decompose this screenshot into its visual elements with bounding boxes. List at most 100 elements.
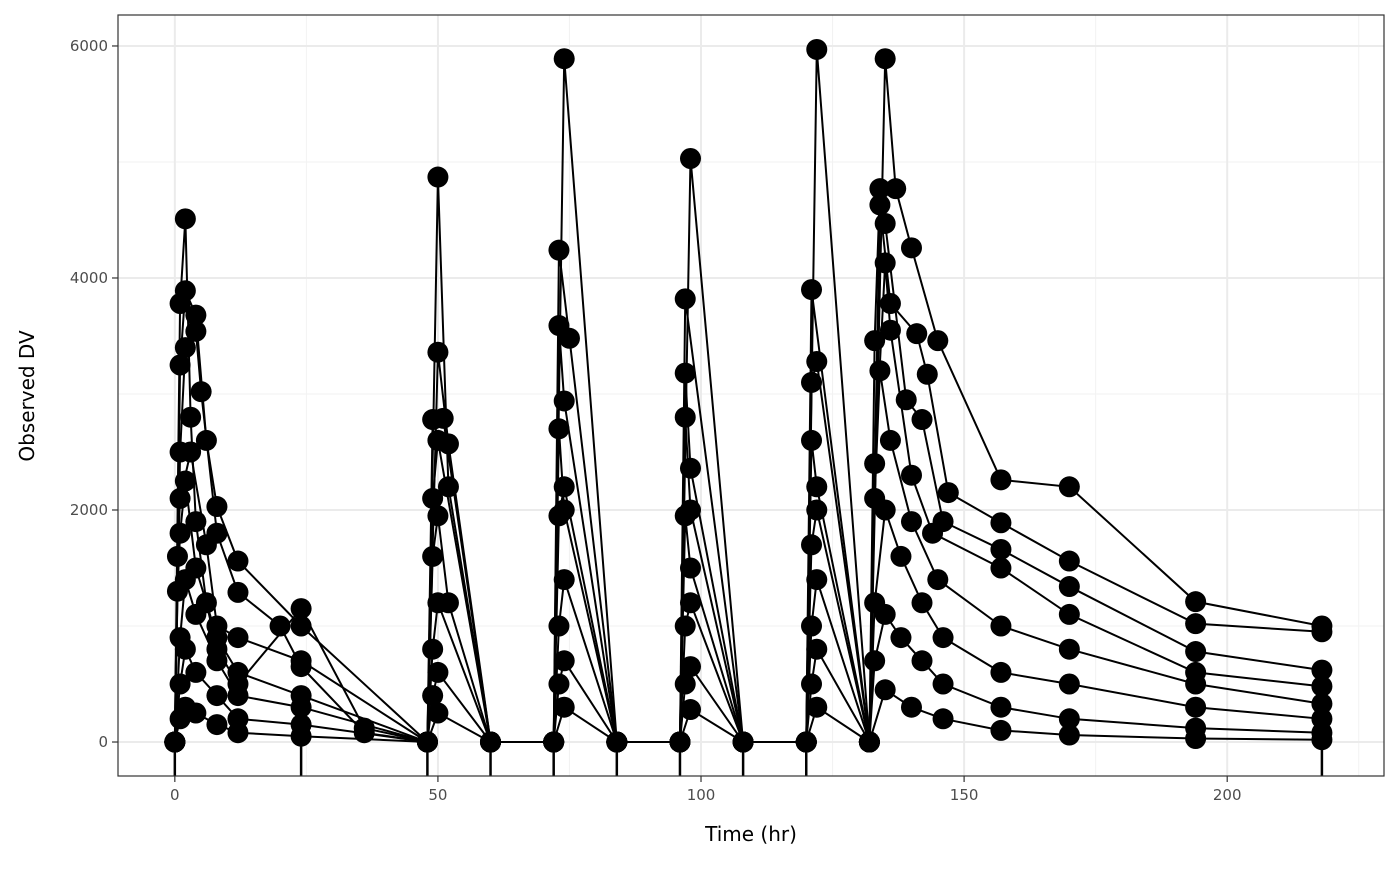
data-point: [864, 330, 886, 352]
data-point: [1058, 724, 1080, 746]
data-point: [879, 429, 901, 451]
data-point: [806, 499, 828, 521]
data-point: [679, 147, 701, 169]
data-point: [679, 656, 701, 678]
data-point: [1311, 621, 1333, 643]
data-point: [548, 239, 570, 261]
data-point: [806, 351, 828, 373]
data-point: [553, 390, 575, 412]
data-point: [1058, 603, 1080, 625]
data-point: [806, 476, 828, 498]
panel-background: [118, 15, 1384, 776]
data-point: [679, 699, 701, 721]
data-point: [674, 362, 696, 384]
data-point: [290, 615, 312, 637]
data-point: [206, 650, 228, 672]
data-point: [874, 499, 896, 521]
data-point: [174, 569, 196, 591]
x-tick-label: 200: [1213, 786, 1242, 804]
data-point: [1058, 576, 1080, 598]
data-point: [227, 550, 249, 572]
data-point: [1311, 675, 1333, 697]
data-point: [185, 320, 207, 342]
data-point: [879, 319, 901, 341]
data-point: [185, 511, 207, 533]
y-tick-label: 4000: [70, 269, 108, 287]
data-point: [679, 592, 701, 614]
data-point: [900, 237, 922, 259]
data-point: [290, 696, 312, 718]
data-point: [874, 48, 896, 70]
data-point: [206, 685, 228, 707]
data-point: [1058, 673, 1080, 695]
data-point: [174, 470, 196, 492]
data-point: [1185, 696, 1207, 718]
data-point: [801, 534, 823, 556]
data-point: [990, 557, 1012, 579]
data-point: [190, 381, 212, 403]
data-point: [858, 731, 880, 753]
data-point: [927, 569, 949, 591]
data-point: [911, 650, 933, 672]
data-point: [801, 371, 823, 393]
data-point: [427, 429, 449, 451]
data-point: [174, 208, 196, 230]
data-point: [801, 615, 823, 637]
data-point: [543, 731, 565, 753]
data-point: [932, 673, 954, 695]
data-marks: [164, 38, 1333, 776]
y-tick-label: 2000: [70, 501, 108, 519]
data-point: [166, 545, 188, 567]
data-point: [937, 482, 959, 504]
data-point: [185, 702, 207, 724]
data-point: [1311, 729, 1333, 751]
data-point: [874, 252, 896, 274]
data-point: [864, 453, 886, 475]
data-point: [437, 476, 459, 498]
data-point: [427, 661, 449, 683]
data-point: [290, 725, 312, 747]
data-point: [169, 673, 191, 695]
data-point: [674, 406, 696, 428]
x-tick-label: 150: [950, 786, 979, 804]
data-point: [427, 341, 449, 363]
data-point: [869, 360, 891, 382]
data-point: [553, 650, 575, 672]
data-point: [932, 627, 954, 649]
data-point: [900, 696, 922, 718]
data-point: [806, 38, 828, 60]
data-point: [169, 354, 191, 376]
data-point: [353, 722, 375, 744]
data-point: [1058, 638, 1080, 660]
data-point: [1058, 476, 1080, 498]
data-point: [548, 505, 570, 527]
data-point: [227, 661, 249, 683]
data-point: [269, 615, 291, 637]
data-point: [895, 389, 917, 411]
data-point: [1185, 591, 1207, 613]
data-point: [806, 696, 828, 718]
panel-border: [117, 14, 1385, 777]
data-point: [180, 406, 202, 428]
data-point: [422, 638, 444, 660]
data-point: [806, 638, 828, 660]
data-point: [290, 650, 312, 672]
data-point: [416, 731, 438, 753]
data-point: [1058, 550, 1080, 572]
data-point: [869, 194, 891, 216]
data-point: [927, 330, 949, 352]
data-point: [1185, 673, 1207, 695]
data-point: [864, 650, 886, 672]
data-point: [206, 714, 228, 736]
data-point: [869, 178, 891, 200]
data-point: [990, 538, 1012, 560]
data-point: [174, 638, 196, 660]
data-point: [548, 418, 570, 440]
data-point: [227, 627, 249, 649]
data-point: [1311, 659, 1333, 681]
data-point: [185, 304, 207, 326]
data-point: [801, 673, 823, 695]
data-point: [169, 522, 191, 544]
data-point: [195, 534, 217, 556]
